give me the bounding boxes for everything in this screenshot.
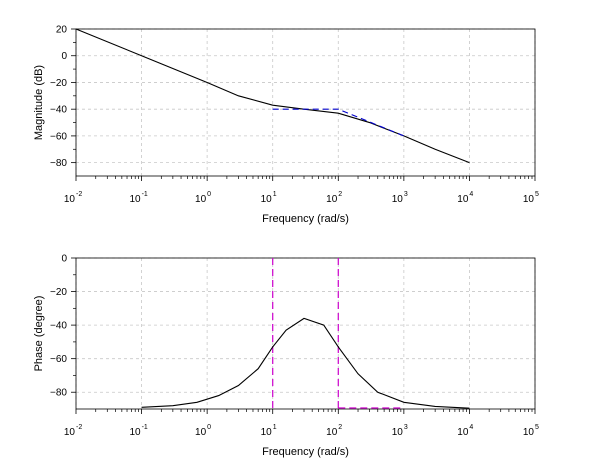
phase-x-tick-exponent: 0: [207, 424, 211, 431]
magnitude-y-axis-label: Magnitude (dB): [33, 65, 45, 140]
phase-x-tick-label: 10: [64, 427, 76, 438]
phase-x-tick-label: 10: [457, 427, 469, 438]
phase-x-tick-exponent: 4: [469, 424, 473, 431]
phase-x-tick-label: 10: [523, 427, 535, 438]
phase-y-axis-label: Phase (degree): [33, 296, 45, 372]
phase-plot-frame: [75, 257, 536, 410]
phase-x-tick-label: 10: [195, 427, 207, 438]
phase-x-tick-exponent: 3: [404, 424, 408, 431]
magnitude-x-tick-label: 10: [457, 194, 469, 205]
magnitude-x-tick-exponent: 1: [273, 191, 277, 198]
magnitude-x-tick-exponent: 5: [535, 191, 539, 198]
magnitude-x-axis-label: Frequency (rad/s): [262, 213, 349, 225]
magnitude-x-tick-label: 10: [195, 194, 207, 205]
phase-y-tick-label: −40: [50, 321, 67, 332]
magnitude-x-tick-label: 10: [326, 194, 338, 205]
magnitude-x-tick-exponent: -1: [142, 191, 148, 198]
phase-x-tick-exponent: 5: [535, 424, 539, 431]
magnitude-x-tick-exponent: 2: [338, 191, 342, 198]
phase-plot: 10 -2 10 -1 10 0 10 1 10 2 10 3 10 4 10 50−20−40−60−80: [50, 254, 539, 439]
phase-x-tick-exponent: 1: [273, 424, 277, 431]
magnitude-y-tick-label: 20: [56, 25, 68, 36]
phase-response-series-line: [141, 317, 470, 409]
magnitude-asymptote-series-line: [272, 108, 405, 137]
magnitude-x-tick-exponent: -2: [76, 191, 82, 198]
magnitude-plot: 10 -2 10 -1 10 0 10 1 10 2 10 3 10 4 10 5200−20−40−60−8…: [50, 25, 539, 206]
phase-y-tick-label: −80: [50, 388, 67, 399]
phase-y-tick-label: 0: [61, 254, 67, 265]
magnitude-y-tick-label: −40: [50, 105, 67, 116]
magnitude-x-tick-label: 10: [129, 194, 141, 205]
magnitude-x-tick-exponent: 3: [404, 191, 408, 198]
magnitude-x-tick-exponent: 4: [469, 191, 473, 198]
phase-x-tick-exponent: -2: [76, 424, 82, 431]
magnitude-y-tick-label: 0: [61, 51, 67, 62]
magnitude-y-tick-label: −20: [50, 78, 67, 89]
phase-x-tick-label: 10: [261, 427, 273, 438]
phase-y-tick-label: −20: [50, 287, 67, 298]
magnitude-y-tick-label: −80: [50, 158, 67, 169]
phase-x-axis-label: Frequency (rad/s): [262, 446, 349, 458]
magnitude-x-tick-label: 10: [523, 194, 535, 205]
phase-x-tick-label: 10: [129, 427, 141, 438]
phase-y-tick-label: −60: [50, 354, 67, 365]
magnitude-x-tick-exponent: 0: [207, 191, 211, 198]
phase-x-tick-label: 10: [392, 427, 404, 438]
phase-x-tick-label: 10: [326, 427, 338, 438]
phase-x-tick-exponent: -1: [142, 424, 148, 431]
magnitude-plot-frame: [75, 28, 536, 177]
magnitude-y-tick-label: −60: [50, 131, 67, 142]
phase-x-tick-exponent: 2: [338, 424, 342, 431]
magnitude-x-tick-label: 10: [64, 194, 76, 205]
magnitude-x-tick-label: 10: [261, 194, 273, 205]
magnitude-x-tick-label: 10: [392, 194, 404, 205]
